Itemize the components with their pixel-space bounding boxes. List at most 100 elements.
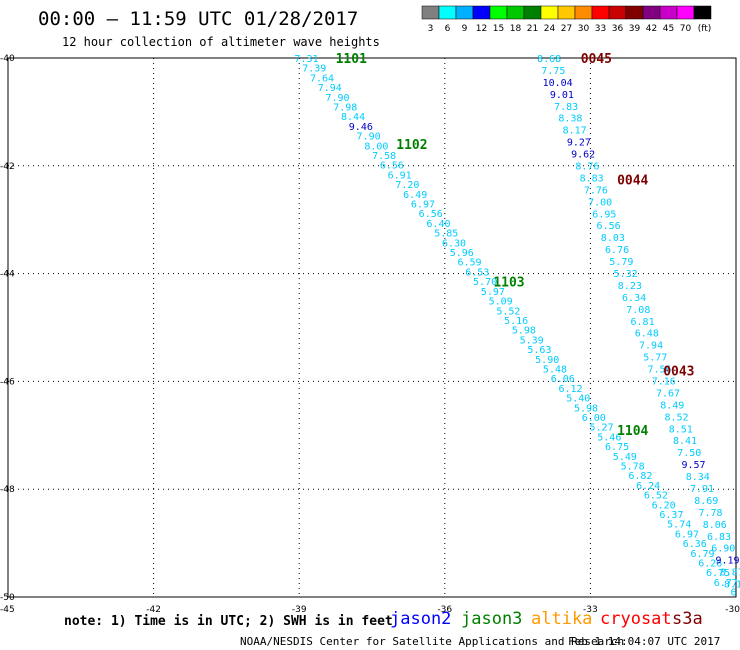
jason3-wave-height: 7.98	[333, 103, 357, 114]
s3a-wave-height: 9.01	[550, 90, 574, 101]
color-swatch-6	[523, 5, 542, 20]
color-swatch-14	[659, 5, 678, 20]
jason3-wave-height: 6.20	[652, 500, 676, 511]
y-tick-label: -40	[0, 54, 15, 64]
s3a-wave-height: 7.91	[690, 484, 714, 495]
s3a-wave-height: 7.75	[541, 66, 565, 77]
s3a-wave-height: 8.41	[673, 436, 697, 447]
color-swatch-9	[574, 5, 593, 20]
x-tick-label: -39	[292, 605, 307, 615]
s3a-wave-height: 7.56	[648, 365, 672, 376]
jason3-wave-height: 6.82	[628, 471, 652, 482]
color-swatch-3	[472, 5, 491, 20]
track-label: 0043	[663, 365, 694, 380]
y-tick-label: -42	[0, 162, 15, 172]
jason3-wave-height: 8.00	[364, 141, 388, 152]
s3a-wave-height: 6.34	[622, 293, 646, 304]
jason3-wave-height: 6.75	[706, 568, 730, 579]
jason3-wave-height: 5.16	[504, 316, 528, 327]
jason3-wave-height: 7.90	[325, 93, 349, 104]
jason3-wave-height: 7.20	[395, 180, 419, 191]
color-scale-tick: 70	[680, 24, 692, 34]
s3a-wave-height: 7.78	[698, 508, 722, 519]
color-swatch-8	[557, 5, 576, 20]
s3a-wave-height: 7.67	[656, 388, 680, 399]
jason3-wave-height: 5.85	[434, 229, 458, 240]
legend-altika: altika	[531, 609, 592, 629]
s3a-wave-height: 7.83	[554, 102, 578, 113]
jason3-wave-height: 7.31	[294, 54, 318, 65]
color-swatch-13	[642, 5, 661, 20]
color-scale-tick: 24	[544, 24, 556, 34]
s3a-wave-height: 8.23	[618, 281, 642, 292]
satellite-legend: jason2 jason3 altika cryosat s3a	[390, 609, 703, 629]
jason3-wave-height: 6.79	[690, 549, 714, 560]
jason3-wave-height: 6.06	[551, 374, 575, 385]
color-scale-tick: 6	[445, 24, 451, 34]
color-swatch-11	[608, 5, 627, 20]
color-swatch-12	[625, 5, 644, 20]
s3a-wave-height: 6.76	[605, 245, 629, 256]
jason3-wave-height: 5.90	[535, 355, 559, 366]
s3a-wave-height: 8.03	[601, 233, 625, 244]
jason3-wave-height: 6.24	[636, 481, 660, 492]
s3a-wave-height: 6.90	[711, 544, 735, 555]
chart-title: 00:00 – 11:59 UTC 01/28/2017	[38, 8, 358, 30]
s3a-wave-height: 8.38	[558, 114, 582, 125]
legend-cryosat: cryosat	[600, 609, 672, 629]
jason3-wave-height: 5.78	[621, 461, 645, 472]
s3a-wave-height: 7.76	[584, 185, 608, 196]
s3a-wave-height: 7.16	[652, 376, 676, 387]
s3a-wave-height: 7.00	[588, 197, 612, 208]
x-tick-label: -36	[437, 605, 452, 615]
jason3-wave-height: 6.56	[380, 161, 404, 172]
s3a-wave-height: 5.77	[643, 353, 667, 364]
jason3-wave-height: 5.40	[566, 394, 590, 405]
color-swatch-16	[693, 5, 712, 20]
chart-subtitle: 12 hour collection of altimeter wave hei…	[62, 35, 380, 49]
footer-credit: NOAA/NESDIS Center for Satellite Applica…	[240, 635, 624, 648]
jason3-wave-height: 7.94	[318, 83, 342, 94]
jason3-wave-height: 5.09	[489, 297, 513, 308]
jason3-wave-height: 5.52	[496, 306, 520, 317]
color-scale-tick: 3	[428, 24, 434, 34]
s3a-wave-height: 8.06	[703, 520, 727, 531]
s3a-wave-height: 10.04	[543, 78, 573, 89]
s3a-wave-height: 6.81	[631, 317, 655, 328]
color-scale-tick: 18	[510, 24, 522, 34]
jason3-wave-height: 9.46	[349, 122, 373, 133]
jason3-wave-height: 6.91	[388, 170, 412, 181]
jason3-wave-height: 6.40	[426, 219, 450, 230]
jason3-wave-height: 7.58	[372, 151, 396, 162]
s3a-wave-height: 5.32	[614, 269, 638, 280]
jason3-wave-height: 6.75	[605, 442, 629, 453]
jason3-wave-height: 6.30	[442, 238, 466, 249]
color-swatch-10	[591, 5, 610, 20]
jason3-wave-height: 6.53	[465, 267, 489, 278]
legend-jason3: jason3	[461, 609, 522, 629]
track-labels: 1101 1102 1103 1104 0045 0044 0043	[336, 52, 695, 439]
jason3-wave-height: 5.98	[512, 326, 536, 337]
track-label: 1102	[396, 138, 427, 153]
wave-height-labels: 7.317.397.647.947.907.988.449.467.908.00…	[294, 54, 740, 599]
footer-note: note: 1) Time is in UTC; 2) SWH is in fe…	[64, 614, 393, 629]
x-tick-label: -42	[146, 605, 161, 615]
s3a-wave-height: 7.08	[626, 305, 650, 316]
color-swatch-0	[421, 5, 440, 20]
axis-tick-labels: -45 -42 -39 -36 -33 -30 -40 -42 -44 -46 -48 -50	[0, 54, 740, 615]
color-scale-tick: 9	[462, 24, 468, 34]
jason3-wave-height: 5.74	[667, 520, 691, 531]
color-scale-tick: 27	[561, 24, 572, 34]
s3a-wave-height: 9.62	[571, 150, 595, 161]
s3a-wave-height: 6.95	[592, 209, 616, 220]
color-swatch-5	[506, 5, 525, 20]
s3a-wave-height: 6.56	[597, 221, 621, 232]
jason3-wave-height: 6.37	[659, 510, 683, 521]
s3a-wave-height: 8.87	[720, 568, 740, 579]
jason3-wave-height: 6.97	[411, 200, 435, 211]
color-scale-tick: 39	[629, 24, 641, 34]
jason3-wave-height: 6.12	[558, 384, 582, 395]
s3a-wave-height: 8.68	[537, 54, 561, 65]
jason3-wave-height: 6.49	[403, 190, 427, 201]
